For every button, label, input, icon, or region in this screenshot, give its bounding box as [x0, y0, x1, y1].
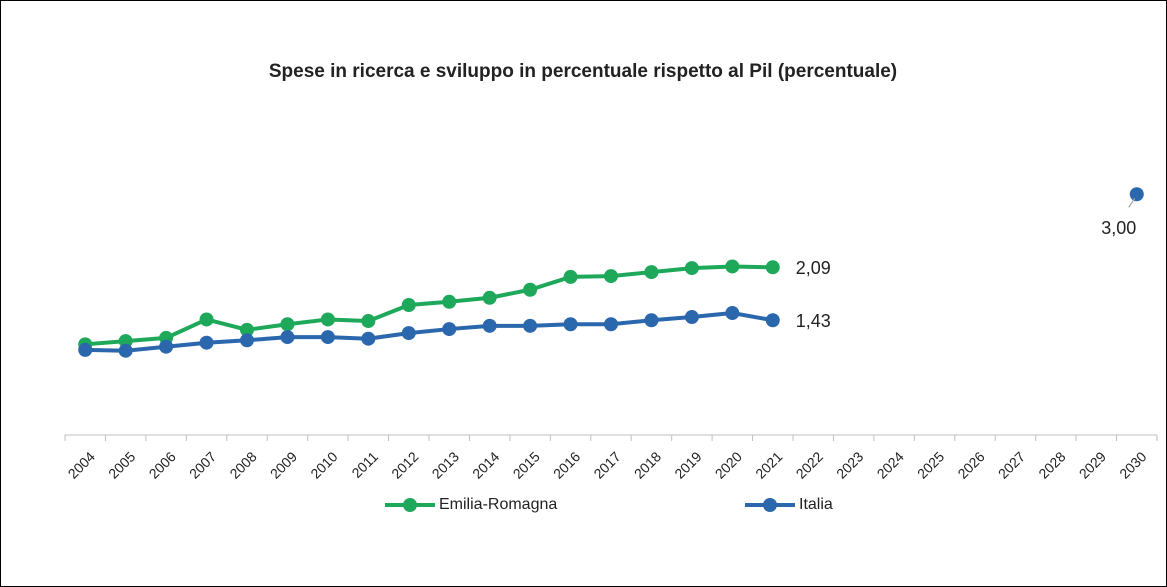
data-point	[563, 317, 578, 332]
data-point	[684, 261, 699, 276]
data-point	[725, 306, 740, 321]
data-label: 3,00	[1101, 218, 1136, 238]
data-point	[725, 259, 740, 274]
data-point	[240, 333, 254, 348]
data-label: 2,09	[796, 258, 831, 278]
data-point	[523, 318, 538, 333]
data-point	[118, 343, 133, 358]
data-point	[320, 330, 335, 345]
data-point	[684, 310, 699, 325]
data-point	[765, 260, 780, 275]
data-point	[442, 322, 457, 337]
data-point	[644, 265, 659, 280]
label-leader	[1128, 197, 1136, 208]
data-point	[442, 294, 457, 309]
legend-marker	[763, 498, 777, 512]
data-point	[280, 317, 295, 332]
data-point	[199, 335, 214, 350]
data-point	[401, 297, 416, 312]
chart-title: Spese in ricerca e sviluppo in percentua…	[269, 61, 897, 82]
data-point	[482, 290, 497, 305]
legend-label: Italia	[799, 496, 833, 513]
data-point	[320, 312, 335, 327]
legend-marker	[403, 498, 417, 512]
data-point	[78, 342, 93, 357]
data-point	[1129, 187, 1144, 202]
data-point	[563, 269, 578, 284]
data-point	[240, 322, 254, 337]
data-point	[604, 269, 618, 284]
data-point	[280, 330, 295, 345]
data-point	[199, 312, 214, 327]
data-point	[361, 314, 376, 329]
data-point	[604, 317, 618, 332]
data-point	[765, 313, 780, 328]
data-point	[159, 339, 174, 354]
legend-label: Emilia-Romagna	[439, 496, 557, 513]
data-point	[644, 313, 659, 328]
data-point	[523, 282, 538, 297]
data-label: 1,43	[796, 311, 831, 331]
data-point	[118, 334, 133, 349]
data-point	[482, 318, 497, 333]
data-point	[401, 326, 416, 341]
data-point	[361, 331, 376, 346]
